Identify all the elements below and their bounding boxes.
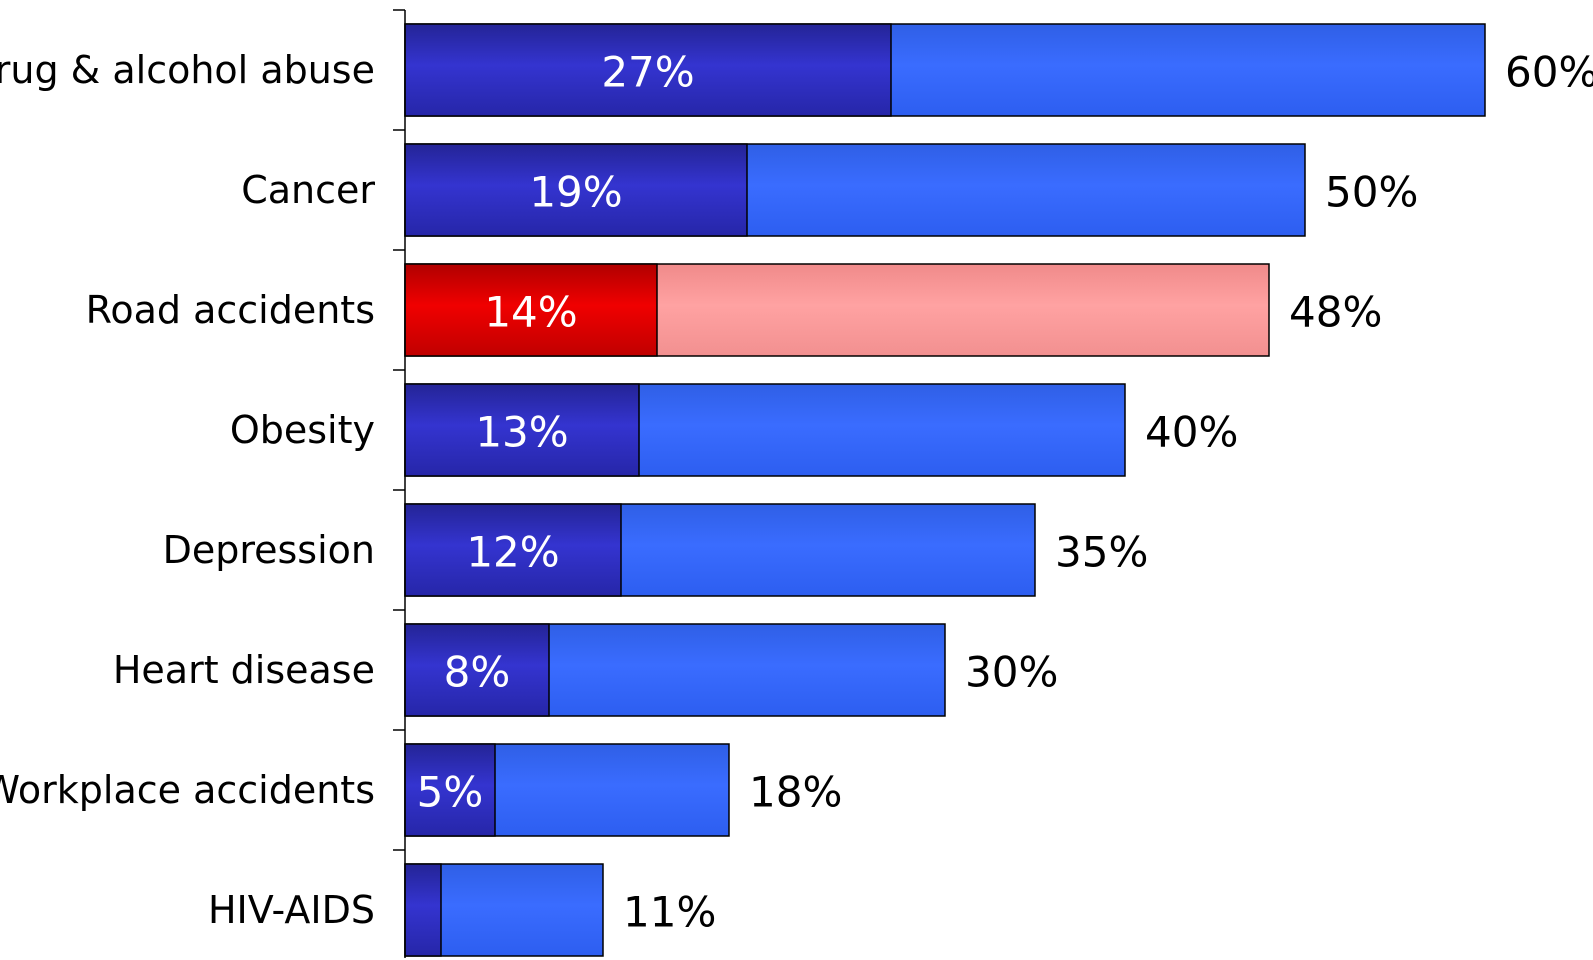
total-value-label-drug-and-alcohol-abuse: 60%	[1505, 48, 1593, 97]
inner-value-label-workplace-accidents: 5%	[417, 768, 484, 817]
labels-layer: Drug & alcohol abuse 27% 60% Cancer 19% 50% Ro…	[0, 48, 1593, 937]
inner-value-label-drug-and-alcohol-abuse: 27%	[601, 48, 694, 97]
total-value-label-depression: 35%	[1055, 528, 1148, 577]
bar-inner-drug-and-alcohol-abuse	[404, 23, 892, 117]
category-label-road-accidents: Road accidents	[86, 288, 375, 332]
total-value-label-hiv-aids: 11%	[623, 888, 716, 937]
bar-inner-heart-disease	[404, 623, 550, 717]
bar-inner-workplace-accidents	[404, 743, 496, 837]
bars-layer	[404, 23, 1486, 957]
total-value-label-heart-disease: 30%	[965, 648, 1058, 697]
bar-inner-cancer	[404, 143, 748, 237]
inner-value-label-cancer: 19%	[529, 168, 622, 217]
category-label-heart-disease: Heart disease	[113, 648, 375, 692]
inner-value-label-heart-disease: 8%	[444, 648, 511, 697]
total-value-label-workplace-accidents: 18%	[749, 768, 842, 817]
total-value-label-road-accidents: 48%	[1289, 288, 1382, 337]
category-label-workplace-accidents: Workplace accidents	[0, 768, 375, 812]
total-value-label-cancer: 50%	[1325, 168, 1418, 217]
bar-inner-hiv-aids	[404, 863, 442, 957]
bar-inner-depression	[404, 503, 622, 597]
inner-value-label-depression: 12%	[466, 528, 559, 577]
category-label-cancer: Cancer	[241, 168, 375, 212]
total-value-label-obesity: 40%	[1145, 408, 1238, 457]
bar-inner-road-accidents	[404, 263, 658, 357]
category-label-depression: Depression	[163, 528, 375, 572]
category-axis	[393, 9, 406, 958]
category-label-hiv-aids: HIV-AIDS	[208, 888, 375, 932]
category-label-drug-and-alcohol-abuse: Drug & alcohol abuse	[0, 48, 375, 92]
inner-value-label-road-accidents: 14%	[484, 288, 577, 337]
inner-value-label-obesity: 13%	[475, 408, 568, 457]
category-label-obesity: Obesity	[230, 408, 375, 452]
